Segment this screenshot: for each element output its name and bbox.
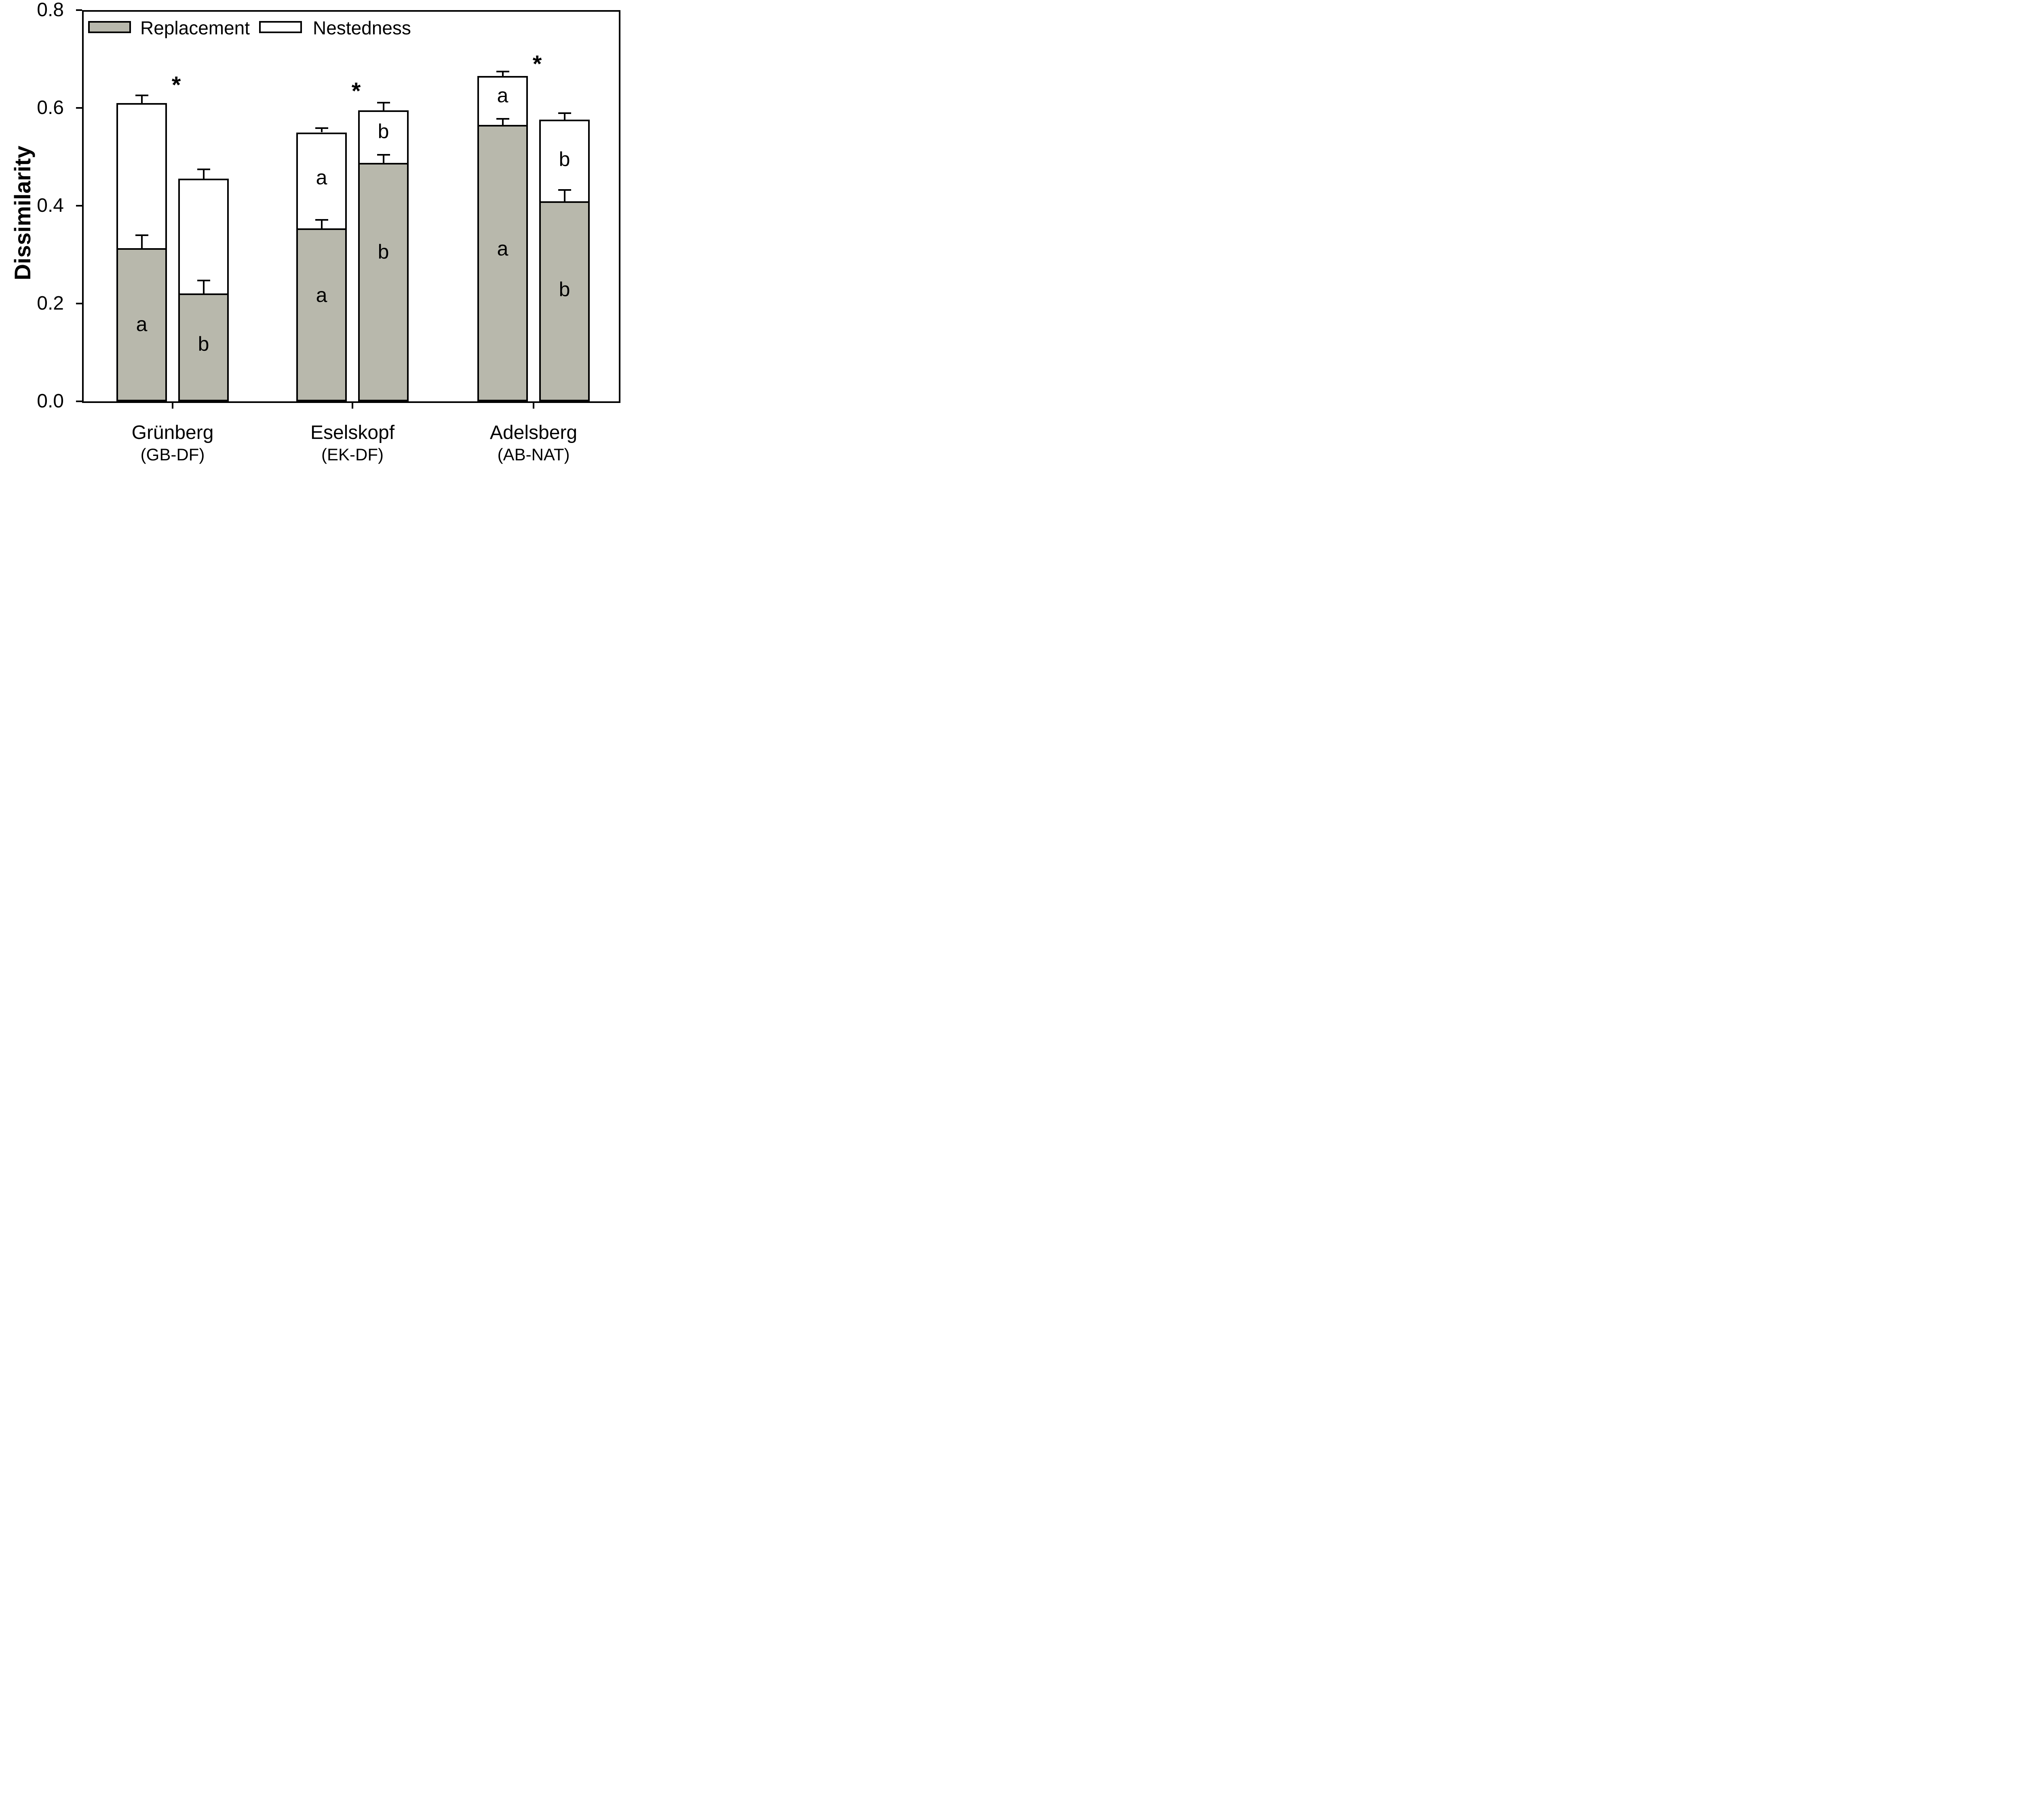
error-bar-cap-replacement (197, 280, 210, 282)
error-bar-cap-total (315, 127, 328, 129)
error-bar-stem-total (203, 169, 205, 179)
significance-asterisk: * (532, 51, 542, 78)
error-bar-stem-total (563, 113, 565, 120)
significance-letter-nestedness: a (497, 84, 508, 107)
error-bar-cap-total (135, 94, 148, 96)
x-axis-tick (533, 401, 534, 409)
x-category-code-label: (EK-DF) (321, 445, 384, 464)
error-bar-stem-replacement (382, 155, 384, 163)
bar-segment-replacement (296, 228, 347, 401)
bar-segment-nestedness (358, 110, 409, 164)
y-axis-tick (76, 9, 82, 11)
error-bar-cap-total (558, 112, 571, 114)
x-category-label: Eselskopf (310, 422, 395, 443)
error-bar-stem-replacement (203, 280, 205, 293)
bar-segment-replacement (358, 162, 409, 401)
error-bar-cap-total (377, 101, 390, 103)
error-bar-cap-total (496, 71, 509, 73)
bar-segment-nestedness (178, 179, 229, 295)
bar-segment-replacement (477, 125, 528, 401)
significance-letter-nestedness: b (559, 148, 570, 171)
significance-letter-replacement: a (316, 284, 327, 307)
y-axis-tick-label: 0.8 (37, 0, 64, 21)
significance-letter-replacement: b (198, 333, 209, 356)
error-bar-cap-replacement (377, 154, 390, 156)
legend-swatch-replacement (88, 21, 131, 33)
bar-segment-replacement (178, 293, 229, 401)
error-bar-stem-total (382, 102, 384, 111)
error-bar-stem-replacement (502, 118, 504, 125)
y-axis-tick-label: 0.2 (37, 293, 64, 314)
y-axis-tick-label: 0.0 (37, 390, 64, 412)
legend-swatch-nestedness (259, 21, 302, 33)
y-axis-tick-label: 0.4 (37, 195, 64, 216)
significance-letter-replacement: b (559, 278, 570, 301)
significance-letter-replacement: a (136, 312, 148, 335)
x-category-label: Adelsberg (489, 422, 578, 443)
legend-label-replacement: Replacement (140, 17, 250, 38)
error-bar-stem-replacement (141, 235, 143, 249)
x-category-code-label: (GB-DF) (140, 445, 205, 464)
significance-asterisk: * (351, 78, 361, 104)
y-axis-tick (76, 401, 82, 402)
bar-segment-nestedness (116, 103, 167, 250)
x-category-code-label: (AB-NAT) (497, 445, 570, 464)
stacked-bar-chart-figure: Dissimilarity Replacement Nestedness 0.0… (0, 0, 625, 465)
error-bar-stem-replacement (321, 220, 323, 228)
x-category-label: Grünberg (131, 422, 214, 443)
y-axis-tick (76, 205, 82, 207)
x-axis-tick (172, 401, 173, 409)
y-axis-tick (76, 107, 82, 109)
error-bar-stem-replacement (563, 190, 565, 202)
error-bar-stem-total (141, 95, 143, 103)
significance-letter-replacement: b (378, 240, 389, 263)
legend-label-nestedness: Nestedness (313, 17, 411, 38)
bar-segment-replacement (116, 248, 167, 401)
significance-letter-nestedness: b (378, 120, 389, 143)
y-axis-tick-label: 0.6 (37, 97, 64, 118)
error-bar-cap-replacement (496, 118, 509, 120)
error-bar-cap-replacement (135, 234, 148, 236)
bar-segment-replacement (539, 201, 590, 401)
significance-asterisk: * (171, 72, 181, 99)
x-axis-tick (352, 401, 353, 409)
y-axis-tick (76, 303, 82, 304)
plot-frame (82, 10, 620, 403)
error-bar-stem-total (321, 128, 323, 133)
significance-letter-nestedness: a (316, 166, 327, 189)
error-bar-cap-replacement (315, 219, 328, 221)
error-bar-cap-replacement (558, 189, 571, 191)
error-bar-cap-total (197, 169, 210, 171)
bar-segment-nestedness (539, 120, 590, 203)
bar-segment-nestedness (296, 132, 347, 230)
error-bar-stem-total (502, 72, 504, 76)
significance-letter-replacement: a (497, 237, 508, 260)
